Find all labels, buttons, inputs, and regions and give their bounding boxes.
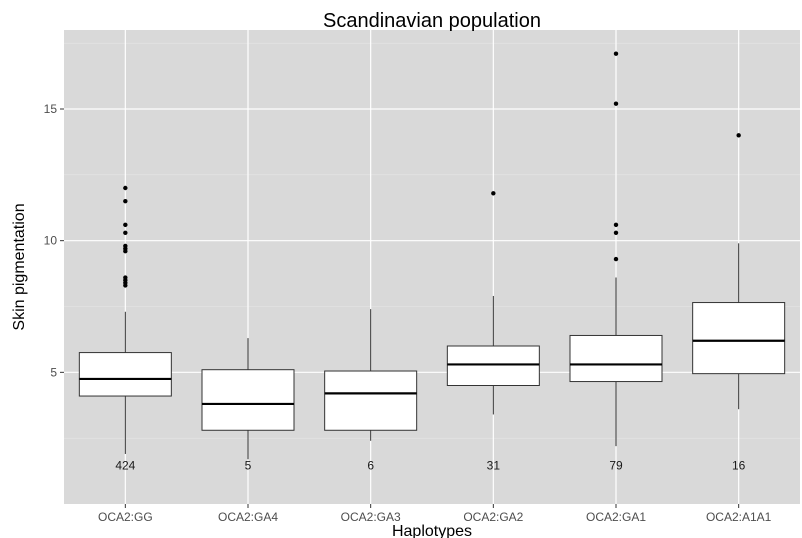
- iqr-box: [446, 345, 540, 386]
- outlier-point: [613, 101, 619, 106]
- plot-panel: [64, 30, 800, 504]
- x-tick-label: OCA2:GA2: [463, 510, 523, 524]
- outlier-point: [491, 191, 496, 196]
- box-series: [78, 51, 786, 460]
- y-tick-label: 15: [44, 102, 58, 116]
- box-OCA2:GA2: [446, 191, 540, 415]
- count-label: 6: [367, 459, 374, 473]
- x-tick-label: OCA2:GA4: [218, 510, 278, 524]
- outlier-point: [123, 243, 128, 249]
- count-label: 424: [115, 459, 135, 473]
- y-axis-title: Skin pigmentation: [11, 203, 28, 330]
- outlier-point: [736, 133, 741, 138]
- x-axis-title: Haplotypes: [392, 523, 472, 538]
- iqr-box: [692, 302, 786, 375]
- x-axis: OCA2:GG OCA2:GA4 OCA2:GA3 OCA2:GA2 OCA2:GA1 O…: [98, 504, 772, 524]
- outlier-point: [613, 256, 619, 262]
- iqr-box: [201, 369, 295, 431]
- box-OCA2:GA4: [201, 338, 295, 460]
- outlier-point: [123, 222, 128, 228]
- box-OCA2:GA1: [569, 51, 663, 447]
- outlier-point: [123, 198, 128, 204]
- iqr-box: [78, 352, 172, 397]
- count-label: 5: [245, 459, 252, 473]
- count-label: 16: [732, 459, 746, 473]
- chart-title: Scandinavian population: [323, 10, 541, 32]
- x-tick-label: OCA2:GA1: [586, 510, 646, 524]
- outlier-point: [123, 275, 128, 280]
- count-label: 79: [609, 459, 623, 473]
- y-tick-label: 10: [44, 234, 58, 248]
- box-OCA2:A1A1: [692, 133, 786, 410]
- x-tick-label: OCA2:GG: [98, 510, 153, 524]
- outlier-point: [613, 222, 619, 228]
- y-tick-label: 5: [50, 365, 57, 379]
- outlier-point: [123, 185, 128, 191]
- x-tick-label: OCA2:A1A1: [706, 510, 772, 524]
- x-tick-label: OCA2:GA3: [341, 510, 401, 524]
- box-OCA2:GA3: [324, 309, 418, 441]
- box-OCA2:GG: [78, 185, 172, 454]
- iqr-box: [324, 370, 418, 431]
- outlier-point: [123, 230, 128, 235]
- iqr-box: [569, 334, 663, 383]
- y-axis: 5 10 15: [44, 102, 64, 379]
- outlier-point: [613, 51, 619, 56]
- outlier-point: [613, 230, 619, 235]
- count-labels: 424 5 6 31 79 16: [115, 459, 745, 473]
- count-label: 31: [487, 459, 501, 473]
